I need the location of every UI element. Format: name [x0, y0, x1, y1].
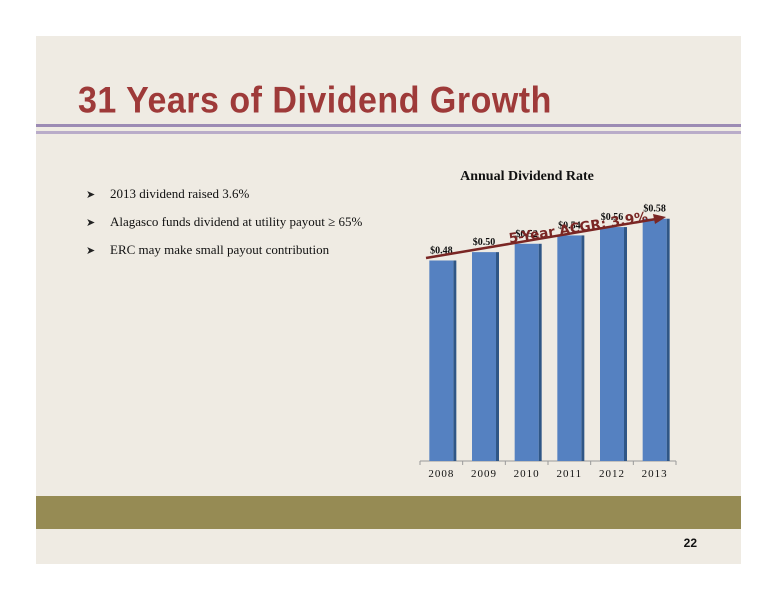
dividend-bar-chart: Annual Dividend Rate $0.48 2008 $0.50 2009 $0…: [419, 169, 677, 480]
bar-side-2009: [496, 252, 499, 461]
bullet-text: Alagasco funds dividend at utility payou…: [110, 214, 363, 229]
x-tick-label-2011: 2011: [557, 468, 583, 480]
arrowhead-bullet-icon: ➤: [86, 187, 96, 201]
chart-title: Annual Dividend Rate: [460, 169, 594, 184]
bar-2010: [514, 243, 539, 461]
bullet-item: ➤ Alagasco funds dividend at utility pay…: [86, 208, 362, 236]
arrowhead-bullet-icon: ➤: [86, 243, 96, 257]
bullet-text: ERC may make small payout contribution: [110, 242, 330, 257]
data-label-2011: $0.54: [558, 220, 581, 231]
x-tick-label-2009: 2009: [471, 468, 497, 480]
bullet-list: ➤ 2013 dividend raised 3.6% ➤ Alagasco f…: [86, 180, 362, 264]
title-divider-secondary: [36, 131, 741, 134]
page-number: 22: [683, 536, 697, 550]
trend-arrow-line: [425, 217, 657, 260]
slide: 31 Years of Dividend Growth ➤ 2013 divid…: [36, 36, 741, 564]
bullet-text: 2013 dividend raised 3.6%: [110, 186, 250, 201]
bar-side-2013: [666, 218, 670, 461]
x-tick-label-2008: 2008: [428, 468, 454, 480]
bar-side-2011: [581, 235, 585, 461]
bullet-item: ➤ ERC may make small payout contribution: [86, 236, 362, 264]
data-label-2013: $0.58: [643, 204, 666, 215]
bar-2008: [429, 260, 454, 461]
data-label-2009: $0.50: [473, 237, 496, 248]
bar-side-2008: [453, 260, 457, 461]
x-tick-label-2013: 2013: [642, 468, 668, 480]
arrowhead-bullet-icon: ➤: [86, 215, 96, 229]
trend-arrowhead-icon: [653, 214, 666, 224]
bar-2011: [557, 235, 582, 461]
bullet-item: ➤ 2013 dividend raised 3.6%: [86, 180, 362, 208]
data-label-2010: $0.52: [515, 229, 538, 240]
data-label-2008: $0.48: [430, 245, 453, 256]
x-tick-label-2010: 2010: [514, 468, 540, 480]
bar-2012: [600, 227, 624, 461]
footer-band: [36, 496, 741, 529]
data-label-2012: $0.56: [601, 212, 624, 223]
x-tick-label-2012: 2012: [599, 468, 625, 480]
bar-2013: [642, 218, 667, 461]
slide-title: 31 Years of Dividend Growth: [78, 80, 552, 122]
title-divider-primary: [36, 124, 741, 127]
bar-2009: [472, 252, 496, 461]
bar-side-2010: [538, 243, 542, 461]
bar-side-2012: [624, 227, 627, 461]
